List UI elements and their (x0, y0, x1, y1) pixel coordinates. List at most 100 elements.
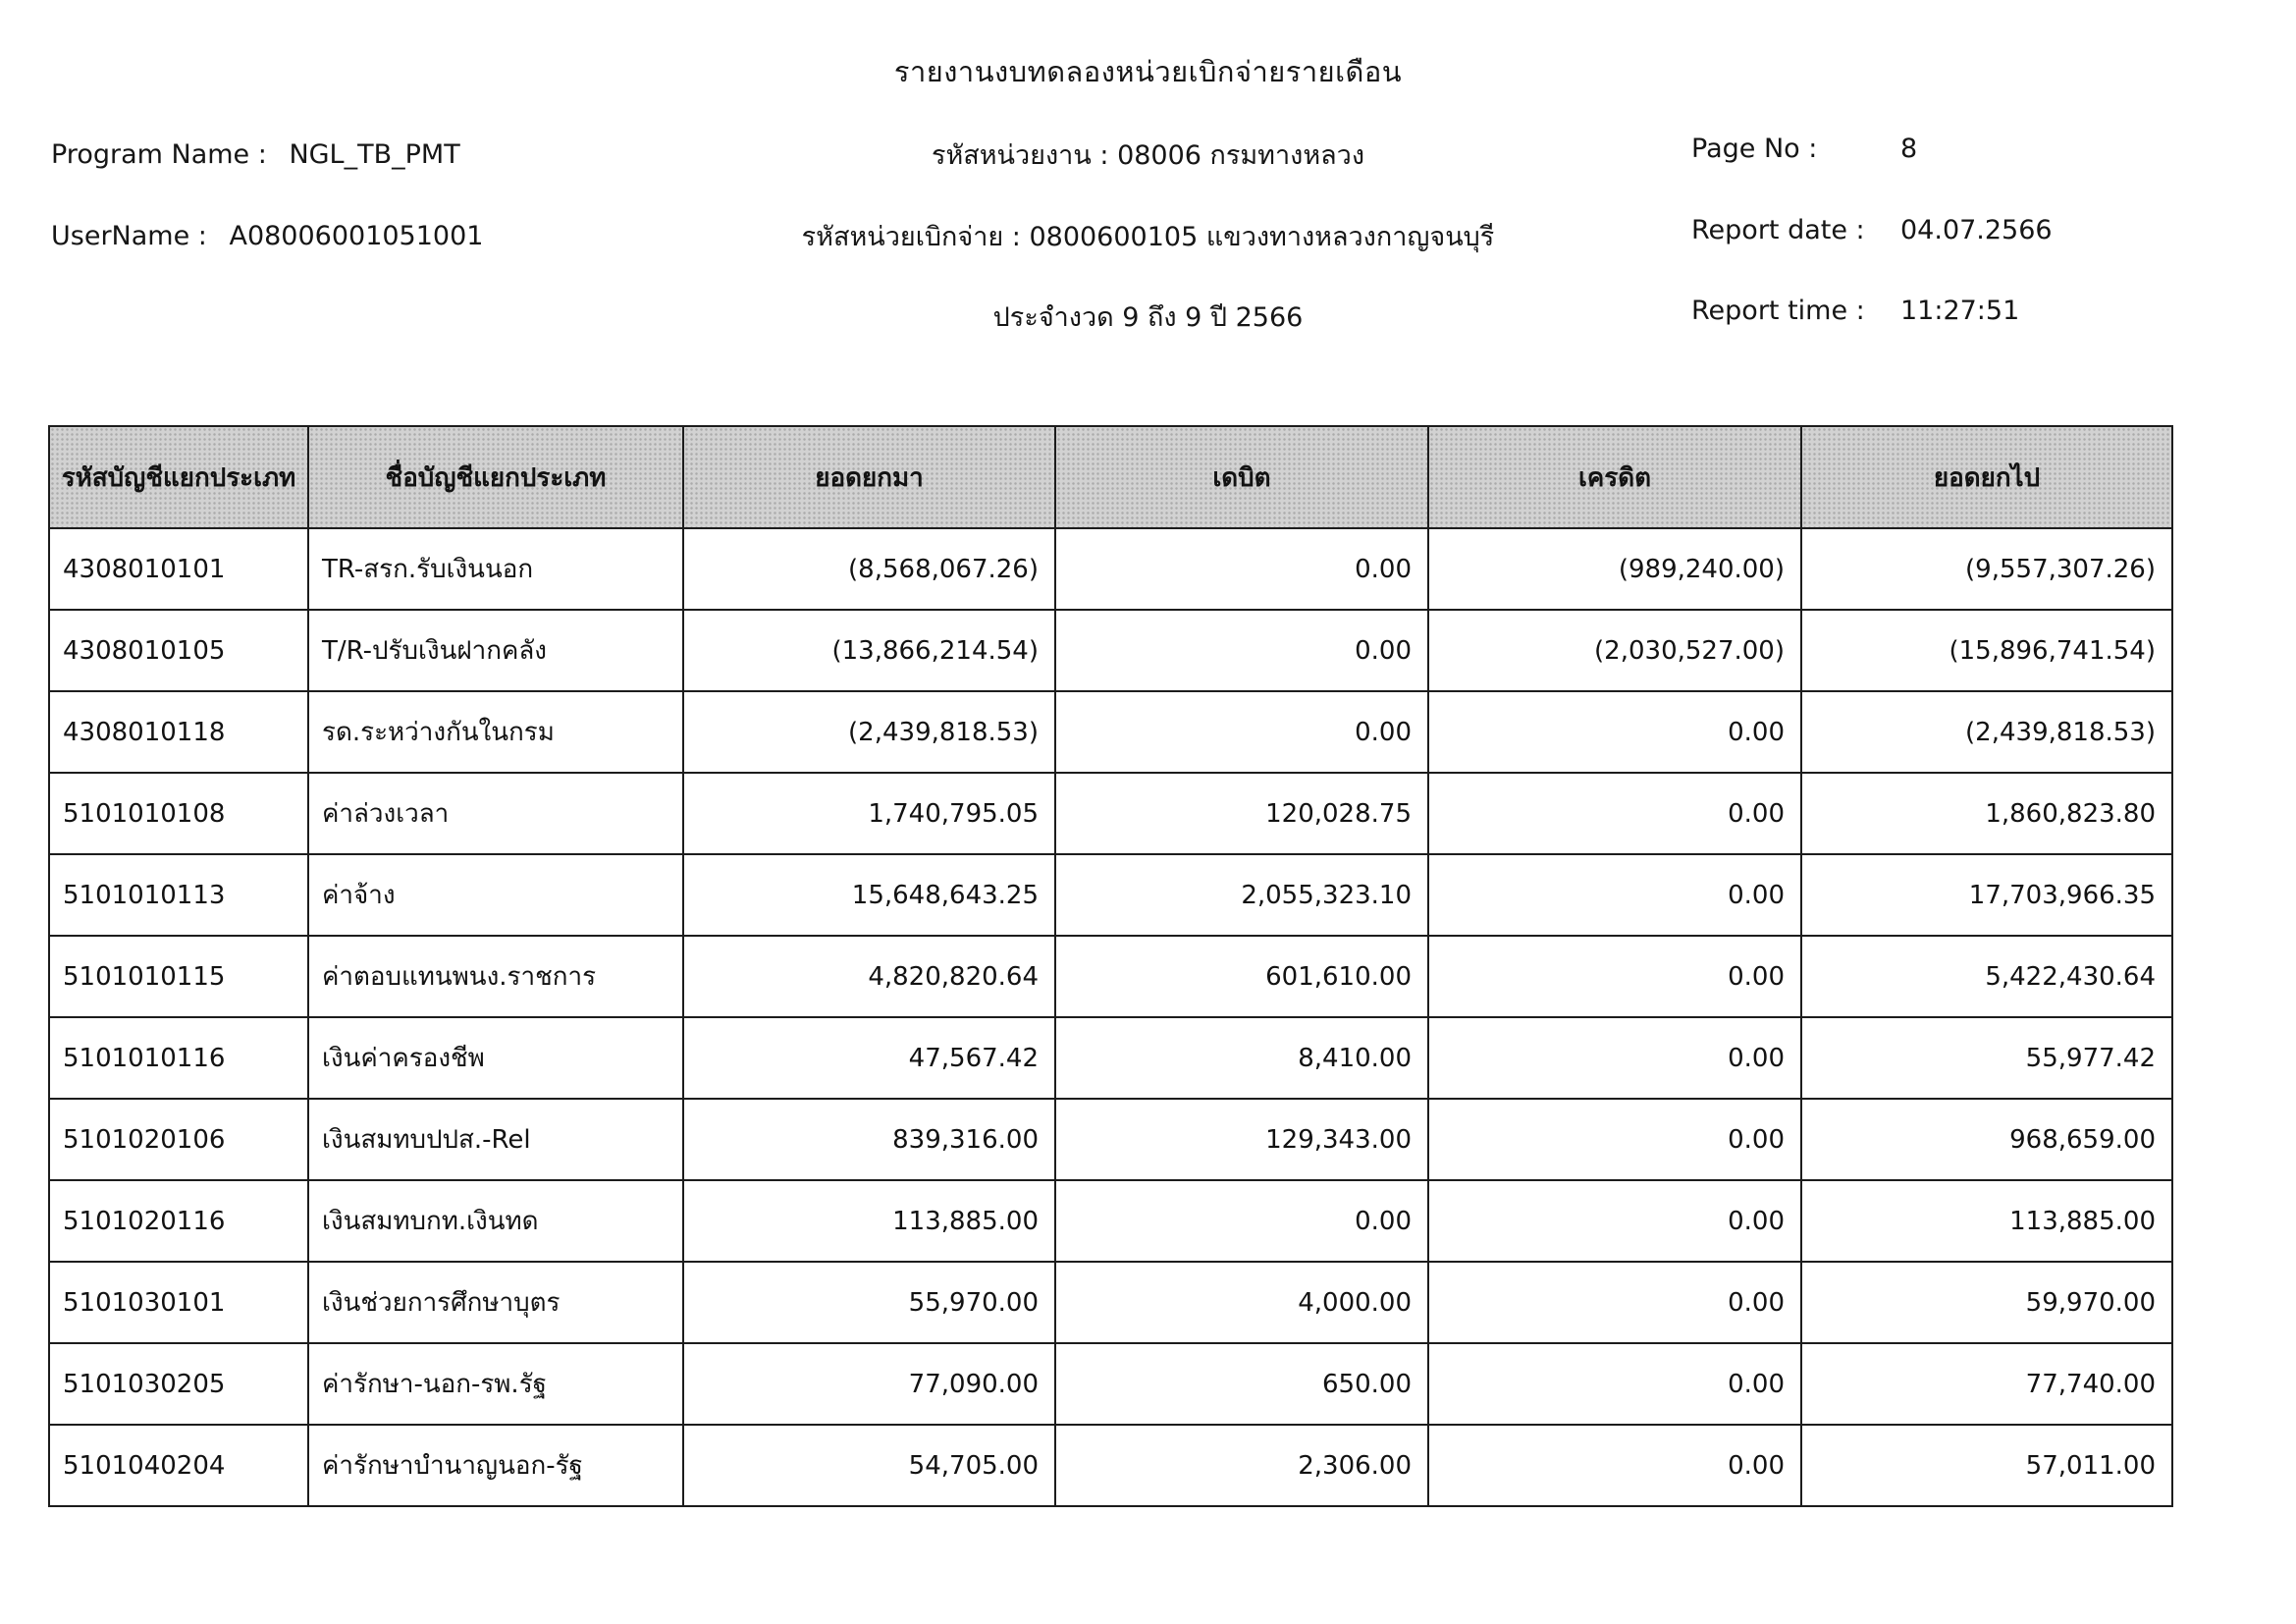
amount-carryforward-cell: 77,740.00 (1800, 1342, 2173, 1426)
amount-credit-cell: 0.00 (1427, 772, 1802, 855)
amount-broughtforward-cell: 77,090.00 (682, 1342, 1056, 1426)
table-row: 5101040204 ค่ารักษาบำนาญนอก-รัฐ 54,705.00 2… (48, 1424, 2173, 1507)
amount-broughtforward-cell: 4,820,820.64 (682, 935, 1056, 1018)
amount-broughtforward-cell: 47,567.42 (682, 1016, 1056, 1100)
report-date-line: Report date : 04.07.2566 (1691, 215, 2241, 245)
table-header-row: รหัสบัญชีแยกประเภท ชื่อบัญชีแยกประเภท ยอดย… (48, 425, 2173, 529)
program-name-value: NGL_TB_PMT (289, 139, 460, 170)
account-code-cell: 4308010101 (48, 527, 309, 611)
table-row: 5101010115 ค่าตอบแทนพนง.ราชการ 4,820,820.6… (48, 935, 2173, 1018)
account-name-cell: รด.ระหว่างกันในกรม (307, 690, 684, 774)
disbursement-unit-line: รหัสหน่วยเบิกจ่าย : 0800600105 แขวงทางหล… (801, 222, 1495, 252)
amount-debit-cell: 0.00 (1054, 1179, 1429, 1263)
account-code-cell: 5101040204 (48, 1424, 309, 1507)
table-row: 5101030205 ค่ารักษา-นอก-รพ.รัฐ 77,090.00 65… (48, 1342, 2173, 1426)
username-label: UserName : (51, 221, 207, 251)
amount-broughtforward-cell: 839,316.00 (682, 1098, 1056, 1181)
table-row: 5101030101 เงินช่วยการศึกษาบุตร 55,970.00 4… (48, 1261, 2173, 1344)
amount-debit-cell: 2,306.00 (1054, 1424, 1429, 1507)
column-header: เดบิต (1054, 425, 1429, 529)
account-code-cell: 5101010115 (48, 935, 309, 1018)
amount-carryforward-cell: 5,422,430.64 (1800, 935, 2173, 1018)
amount-carryforward-cell: 17,703,966.35 (1800, 853, 2173, 937)
account-code-cell: 5101030205 (48, 1342, 309, 1426)
account-name-cell: ค่าจ้าง (307, 853, 684, 937)
account-code-cell: 5101030101 (48, 1261, 309, 1344)
username-line: UserName : A08006001051001 (51, 221, 483, 251)
program-name-label: Program Name : (51, 139, 267, 170)
account-name-cell: เงินค่าครองชีพ (307, 1016, 684, 1100)
amount-debit-cell: 129,343.00 (1054, 1098, 1429, 1181)
agency-code-line: รหัสหน่วยงาน : 08006 กรมทางหลวง (931, 140, 1365, 171)
column-header: ยอดยกมา (682, 425, 1056, 529)
report-time-label: Report time : (1691, 296, 1865, 326)
account-code-cell: 5101020106 (48, 1098, 309, 1181)
amount-carryforward-cell: 57,011.00 (1800, 1424, 2173, 1507)
page-no-value: 8 (1900, 134, 1918, 164)
table-row: 4308010105 T/R-ปรับเงินฝากคลัง (13,866,214… (48, 609, 2173, 692)
amount-credit-cell: 0.00 (1427, 690, 1802, 774)
trial-balance-table: รหัสบัญชีแยกประเภท ชื่อบัญชีแยกประเภท ยอดย… (48, 425, 2173, 1507)
report-date-value: 04.07.2566 (1900, 215, 2053, 245)
report-title: รายงานงบทดลองหน่วยเบิกจ่ายรายเดือน (893, 55, 1403, 88)
account-code-cell: 4308010118 (48, 690, 309, 774)
table-row: 5101020116 เงินสมทบกท.เงินทด 113,885.00 0.0… (48, 1179, 2173, 1263)
amount-credit-cell: 0.00 (1427, 1179, 1802, 1263)
amount-broughtforward-cell: 113,885.00 (682, 1179, 1056, 1263)
amount-debit-cell: 120,028.75 (1054, 772, 1429, 855)
account-name-cell: ค่าตอบแทนพนง.ราชการ (307, 935, 684, 1018)
column-header: เครดิต (1427, 425, 1802, 529)
amount-broughtforward-cell: 54,705.00 (682, 1424, 1056, 1507)
period-line: ประจำงวด 9 ถึง 9 ปี 2566 (992, 302, 1304, 333)
column-header: รหัสบัญชีแยกประเภท (48, 425, 309, 529)
amount-debit-cell: 650.00 (1054, 1342, 1429, 1426)
table-row: 5101010116 เงินค่าครองชีพ 47,567.42 8,410.0… (48, 1016, 2173, 1100)
amount-credit-cell: (2,030,527.00) (1427, 609, 1802, 692)
amount-debit-cell: 601,610.00 (1054, 935, 1429, 1018)
page-no-label: Page No : (1691, 134, 1818, 164)
account-name-cell: ค่าล่วงเวลา (307, 772, 684, 855)
account-name-cell: ค่ารักษาบำนาญนอก-รัฐ (307, 1424, 684, 1507)
amount-carryforward-cell: (9,557,307.26) (1800, 527, 2173, 611)
account-name-cell: T/R-ปรับเงินฝากคลัง (307, 609, 684, 692)
amount-carryforward-cell: (2,439,818.53) (1800, 690, 2173, 774)
amount-debit-cell: 4,000.00 (1054, 1261, 1429, 1344)
table-row: 5101010108 ค่าล่วงเวลา 1,740,795.05 120,028… (48, 772, 2173, 855)
amount-credit-cell: (989,240.00) (1427, 527, 1802, 611)
amount-credit-cell: 0.00 (1427, 1424, 1802, 1507)
amount-credit-cell: 0.00 (1427, 1016, 1802, 1100)
report-time-value: 11:27:51 (1900, 296, 2020, 326)
account-name-cell: เงินสมทบกท.เงินทด (307, 1179, 684, 1263)
table-body: 4308010101 TR-สรก.รับเงินนอก (8,568,067.26… (48, 527, 2173, 1507)
username-value: A08006001051001 (229, 221, 484, 251)
amount-carryforward-cell: 59,970.00 (1800, 1261, 2173, 1344)
table-row: 5101020106 เงินสมทบปปส.-Rel 839,316.00 129,… (48, 1098, 2173, 1181)
amount-broughtforward-cell: 55,970.00 (682, 1261, 1056, 1344)
program-name-line: Program Name : NGL_TB_PMT (51, 139, 460, 170)
account-name-cell: ค่ารักษา-นอก-รพ.รัฐ (307, 1342, 684, 1426)
amount-debit-cell: 0.00 (1054, 527, 1429, 611)
amount-credit-cell: 0.00 (1427, 853, 1802, 937)
amount-credit-cell: 0.00 (1427, 935, 1802, 1018)
table-row: 5101010113 ค่าจ้าง 15,648,643.25 2,055,323.… (48, 853, 2173, 937)
account-name-cell: เงินช่วยการศึกษาบุตร (307, 1261, 684, 1344)
account-code-cell: 5101020116 (48, 1179, 309, 1263)
amount-credit-cell: 0.00 (1427, 1098, 1802, 1181)
amount-broughtforward-cell: (13,866,214.54) (682, 609, 1056, 692)
account-code-cell: 5101010116 (48, 1016, 309, 1100)
amount-debit-cell: 0.00 (1054, 609, 1429, 692)
amount-broughtforward-cell: (2,439,818.53) (682, 690, 1056, 774)
amount-broughtforward-cell: (8,568,067.26) (682, 527, 1056, 611)
amount-carryforward-cell: (15,896,741.54) (1800, 609, 2173, 692)
page-no-line: Page No : 8 (1691, 134, 2241, 164)
account-code-cell: 4308010105 (48, 609, 309, 692)
amount-debit-cell: 2,055,323.10 (1054, 853, 1429, 937)
account-name-cell: TR-สรก.รับเงินนอก (307, 527, 684, 611)
amount-debit-cell: 8,410.00 (1054, 1016, 1429, 1100)
column-header: ชื่อบัญชีแยกประเภท (307, 425, 684, 529)
amount-broughtforward-cell: 15,648,643.25 (682, 853, 1056, 937)
amount-credit-cell: 0.00 (1427, 1261, 1802, 1344)
column-header: ยอดยกไป (1800, 425, 2173, 529)
report-date-label: Report date : (1691, 215, 1865, 245)
